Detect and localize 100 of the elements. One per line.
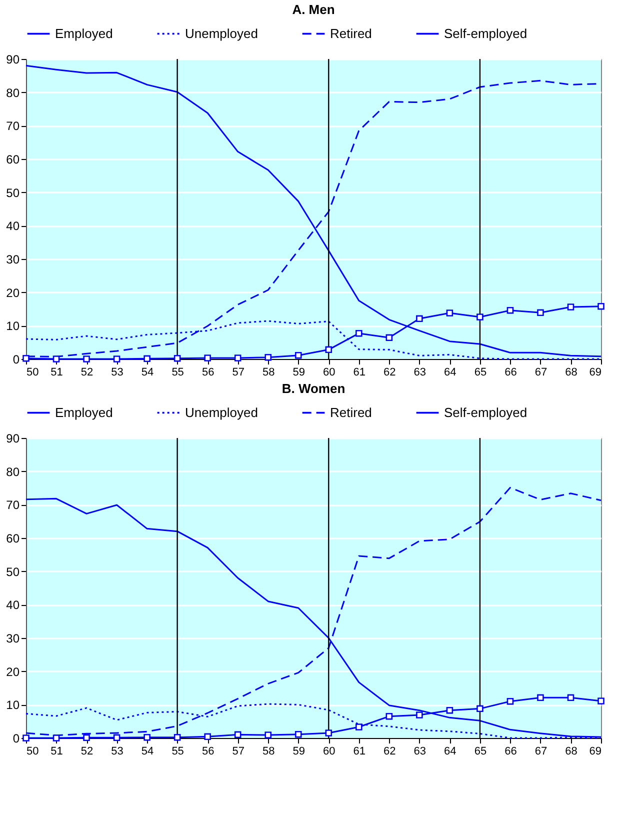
x-tick-label: 56: [202, 746, 214, 758]
x-tick-label: 64: [444, 746, 456, 758]
x-tick-label: 66: [504, 366, 517, 378]
y-tick-label: 80: [6, 464, 20, 479]
point: [537, 309, 544, 316]
x-tick-label: 53: [111, 746, 124, 758]
x-tick-label: 61: [353, 366, 366, 378]
point: [294, 730, 302, 738]
y-tick-label: 30: [6, 632, 20, 646]
x-tick-label: 65: [474, 746, 487, 758]
point: [537, 694, 544, 702]
y-tick-label: 20: [6, 286, 20, 300]
y-tick-label: 60: [6, 532, 20, 546]
y-tick-label: 0: [12, 732, 20, 746]
y-tick-label: 50: [6, 564, 20, 579]
y-tick-label: 20: [6, 664, 20, 679]
point: [264, 732, 272, 738]
x-tick-label: 50: [26, 746, 39, 758]
y-tick-label: 0: [12, 352, 20, 366]
x-tick-label: 55: [172, 746, 184, 758]
point: [567, 694, 574, 702]
point: [598, 302, 604, 310]
x-tick-label: 54: [141, 746, 154, 758]
y-tick-label: 60: [6, 152, 20, 166]
x-tick-label: 54: [141, 366, 154, 378]
x-tick-label: 63: [414, 366, 426, 378]
x-tick-label: 64: [444, 366, 456, 378]
x-tick-label: 63: [414, 746, 426, 758]
point: [113, 356, 120, 362]
point: [416, 315, 423, 322]
x-tick-label: 58: [262, 366, 275, 378]
point: [386, 712, 393, 720]
x-tick-label: 59: [292, 746, 305, 758]
x-tick-label: 67: [534, 366, 548, 378]
legend-label: Self-employed: [444, 26, 528, 41]
legend-label: Unemployed: [185, 26, 258, 41]
x-tick-label: 55: [172, 366, 184, 378]
chart-title: A. Men: [292, 2, 335, 17]
y-tick-label: 70: [6, 498, 20, 512]
x-tick-label: 60: [323, 746, 336, 758]
point: [567, 304, 574, 310]
point: [144, 355, 150, 362]
x-tick-label: 52: [80, 746, 94, 758]
x-tick-label: 67: [534, 746, 548, 758]
legend-label: Retired: [330, 404, 372, 420]
y-tick-label: 10: [6, 319, 20, 334]
x-tick-label: 65: [474, 366, 487, 378]
point: [416, 712, 423, 718]
legend-label: Employed: [55, 26, 113, 41]
chart-title: B. Women: [282, 381, 346, 396]
x-tick-label: 53: [111, 366, 124, 378]
y-tick-label: 30: [6, 252, 20, 266]
x-tick-label: 52: [80, 366, 94, 378]
x-tick-label: 62: [384, 746, 396, 758]
legend-label: Self-employed: [444, 404, 528, 420]
y-tick-label: 90: [6, 432, 20, 446]
x-tick-label: 59: [292, 366, 305, 378]
x-tick-label: 56: [202, 366, 214, 378]
x-tick-label: 69: [589, 746, 602, 758]
y-tick-label: 50: [6, 186, 20, 200]
x-tick-label: 51: [50, 366, 63, 378]
point: [204, 354, 211, 362]
point: [476, 705, 484, 712]
x-tick-label: 58: [262, 746, 275, 758]
x-tick-label: 57: [232, 746, 244, 758]
point: [83, 734, 90, 742]
point: [446, 310, 454, 316]
x-tick-label: 60: [323, 366, 336, 378]
point: [113, 734, 120, 742]
point: [356, 724, 362, 730]
x-tick-label: 68: [565, 366, 578, 378]
y-tick-label: 10: [6, 698, 20, 712]
point: [506, 306, 514, 314]
x-tick-label: 57: [232, 366, 244, 378]
y-tick-label: 40: [6, 219, 20, 234]
point: [174, 734, 181, 741]
point: [204, 733, 211, 740]
legend-label: Unemployed: [185, 404, 258, 420]
point: [83, 356, 90, 362]
x-tick-label: 50: [26, 366, 39, 378]
point: [325, 730, 332, 736]
point: [294, 352, 302, 359]
x-tick-label: 51: [50, 746, 63, 758]
point: [234, 731, 242, 738]
legend-label: Retired: [330, 26, 372, 41]
x-tick-label: 68: [565, 746, 578, 758]
point: [386, 334, 393, 342]
point: [356, 330, 362, 337]
point: [234, 354, 242, 362]
y-tick-label: 70: [6, 119, 20, 134]
point: [446, 706, 454, 714]
x-tick-label: 62: [384, 366, 396, 378]
x-tick-label: 61: [353, 746, 366, 758]
point: [52, 356, 60, 362]
point: [174, 354, 181, 362]
point: [476, 314, 484, 320]
point: [144, 734, 150, 741]
x-tick-label: 69: [589, 366, 602, 378]
y-tick-label: 90: [6, 52, 20, 66]
y-tick-label: 40: [6, 598, 20, 612]
